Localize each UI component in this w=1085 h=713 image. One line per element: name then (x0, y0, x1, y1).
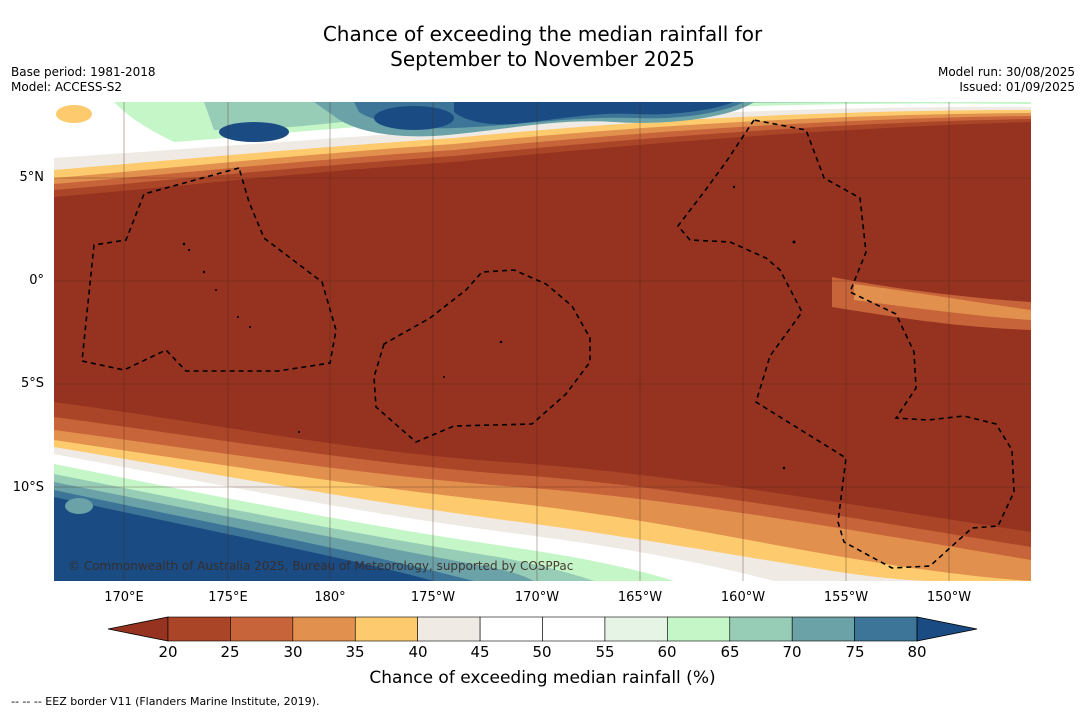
meta-left: Base period: 1981-2018 Model: ACCESS-S2 (11, 65, 156, 95)
colorbar-segment (479, 616, 543, 642)
lat-label-5s: 5°S (20, 376, 44, 391)
colorbar-segment (354, 616, 418, 642)
colorbar-segment (167, 616, 231, 642)
colorbar-svg (107, 616, 978, 642)
title-line-2: September to November 2025 (390, 47, 695, 71)
eez-legend: -- -- -- EEZ border V11 (Flanders Marine… (11, 695, 320, 708)
colorbar-tick: 55 (595, 643, 615, 661)
colorbar-tick: 65 (720, 643, 740, 661)
title-line-1: Chance of exceeding the median rainfall … (322, 22, 763, 46)
patch-east-35 (854, 284, 1031, 320)
colorbar-segment (729, 616, 793, 642)
colorbar-label: Chance of exceeding median rainfall (%) (369, 668, 716, 688)
patch-north-80c (219, 122, 289, 142)
colorbar-segment (542, 616, 606, 642)
colorbar-segment (854, 616, 918, 642)
chart-title: Chance of exceeding the median rainfall … (0, 22, 1085, 72)
lon-label-180: 180° (314, 590, 346, 605)
colorbar-tick: 80 (907, 643, 927, 661)
colorbar-tick: 25 (220, 643, 240, 661)
colorbar-tick: 40 (408, 643, 428, 661)
colorbar-arrow-low (107, 616, 169, 642)
colorbar-segment (604, 616, 668, 642)
base-period: Base period: 1981-2018 (11, 65, 156, 79)
gridlines (54, 102, 1031, 581)
colorbar-tick: 60 (657, 643, 677, 661)
colorbar (107, 616, 978, 642)
rainfall-map (54, 102, 1031, 581)
colorbar-segment (667, 616, 731, 642)
lat-label-0: 0° (29, 273, 44, 288)
copyright-notice: © Commonwealth of Australia 2025, Bureau… (68, 559, 574, 573)
colorbar-segment (292, 616, 356, 642)
colorbar-tick: 75 (845, 643, 865, 661)
lon-label-170w: 170°W (514, 590, 560, 605)
colorbar-segment (791, 616, 855, 642)
lon-label-155w: 155°W (823, 590, 869, 605)
colorbar-segment (230, 616, 294, 642)
colorbar-arrow-high (916, 616, 978, 642)
lon-label-160w: 160°W (720, 590, 766, 605)
lat-label-10s: 10°S (12, 480, 44, 495)
eez-borders (81, 119, 1015, 569)
band-south-80 (54, 497, 434, 581)
colorbar-tick: 30 (283, 643, 303, 661)
lon-label-150w: 150°W (926, 590, 972, 605)
colorbar-tick: 20 (158, 643, 178, 661)
map-svg (54, 102, 1031, 581)
lat-label-5n: 5°N (19, 170, 45, 185)
colorbar-tick: 70 (782, 643, 802, 661)
colorbar-tick: 50 (532, 643, 552, 661)
lon-label-165w: 165°W (617, 590, 663, 605)
issued-date: Issued: 01/09/2025 (959, 80, 1075, 94)
meta-right: Model run: 30/08/2025 Issued: 01/09/2025 (938, 65, 1075, 95)
islands (182, 185, 796, 470)
lon-label-175e: 175°E (208, 590, 248, 605)
colorbar-tick: 35 (345, 643, 365, 661)
lon-label-175w: 175°W (410, 590, 456, 605)
model-run: Model run: 30/08/2025 (937, 65, 1075, 79)
colorbar-segment (417, 616, 481, 642)
patch-north-dry (56, 105, 92, 123)
colorbar-tick: 45 (470, 643, 490, 661)
patch-north-80 (454, 102, 734, 125)
patch-south-island (65, 498, 93, 514)
model-name: Model: ACCESS-S2 (11, 80, 123, 94)
lon-label-170e: 170°E (104, 590, 144, 605)
patch-north-80b (374, 106, 454, 130)
